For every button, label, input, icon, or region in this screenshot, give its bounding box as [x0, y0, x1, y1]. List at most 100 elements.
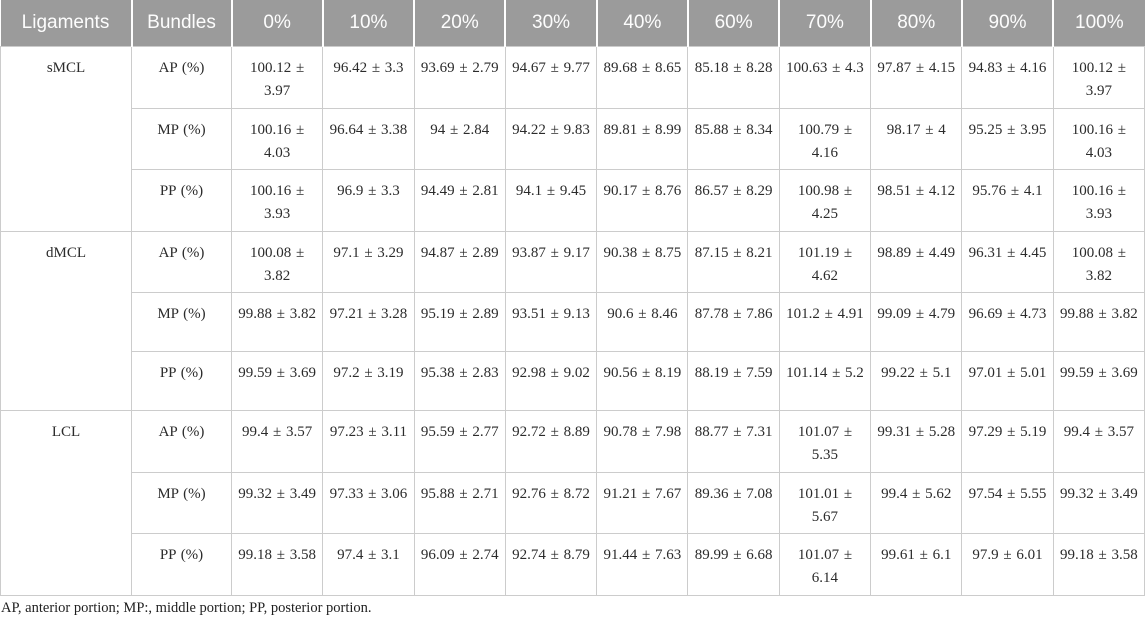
value-cell: 89.99 ± 6.68 — [687, 533, 780, 596]
value-cell: 100.16 ± 4.03 — [1052, 107, 1145, 170]
ligament-cell-smcl: sMCL — [0, 46, 132, 232]
value-cell: 94.87 ± 2.89 — [413, 230, 506, 293]
value-cell: 100.63 ± 4.3 — [778, 46, 872, 109]
value-cell: 89.36 ± 7.08 — [687, 471, 780, 534]
value-cell: 101.01 ± 5.67 — [778, 471, 872, 534]
value-cell: 99.32 ± 3.49 — [1052, 471, 1145, 534]
value-cell: 99.32 ± 3.49 — [230, 471, 324, 534]
table-row: MP (%) 99.32 ± 3.49 97.33 ± 3.06 95.88 ± 2.… — [1, 471, 1145, 534]
column-header-90: 90% — [960, 0, 1054, 47]
value-cell: 94 ± 2.84 — [413, 107, 506, 170]
value-cell: 95.59 ± 2.77 — [413, 410, 506, 473]
value-cell: 100.16 ± 4.03 — [230, 107, 324, 170]
bundle-cell: MP (%) — [131, 471, 232, 534]
value-cell: 86.57 ± 8.29 — [687, 169, 780, 232]
table-row: MP (%) 99.88 ± 3.82 97.21 ± 3.28 95.19 ± 2.… — [1, 292, 1145, 352]
value-cell: 101.19 ± 4.62 — [778, 230, 872, 293]
value-cell: 99.4 ± 3.57 — [230, 410, 324, 473]
value-cell: 96.9 ± 3.3 — [322, 169, 415, 232]
value-cell: 94.67 ± 9.77 — [504, 46, 598, 109]
value-cell: 92.76 ± 8.72 — [504, 471, 598, 534]
value-cell: 87.78 ± 7.86 — [687, 292, 780, 352]
value-cell: 99.09 ± 4.79 — [870, 292, 963, 352]
column-header-0: 0% — [230, 0, 323, 47]
value-cell: 94.22 ± 9.83 — [504, 107, 598, 170]
value-cell: 97.54 ± 5.55 — [961, 471, 1054, 534]
bundle-cell: PP (%) — [131, 533, 232, 596]
value-cell: 101.2 ± 4.91 — [778, 292, 872, 352]
value-cell: 99.59 ± 3.69 — [230, 351, 324, 411]
value-cell: 98.51 ± 4.12 — [870, 169, 963, 232]
value-cell: 99.18 ± 3.58 — [1052, 533, 1145, 596]
bundle-cell: PP (%) — [131, 351, 232, 411]
column-header-bundles: Bundles — [130, 0, 232, 47]
value-cell: 91.44 ± 7.63 — [596, 533, 689, 596]
value-cell: 97.29 ± 5.19 — [961, 410, 1054, 473]
column-header-ligaments: Ligaments — [0, 0, 132, 47]
table-row: PP (%) 99.18 ± 3.58 97.4 ± 3.1 96.09 ± 2.74… — [1, 533, 1145, 596]
table-row: LCL AP (%) 99.4 ± 3.57 97.23 ± 3.11 95.59 ± … — [0, 410, 1145, 596]
value-cell: 93.69 ± 2.79 — [413, 46, 506, 109]
value-cell: 101.07 ± 6.14 — [778, 533, 872, 596]
column-header-80: 80% — [869, 0, 962, 47]
value-cell: 99.31 ± 5.28 — [870, 410, 963, 473]
value-cell: 90.6 ± 8.46 — [596, 292, 689, 352]
bundle-cell: AP (%) — [131, 230, 232, 293]
value-cell: 90.78 ± 7.98 — [596, 410, 689, 473]
table-row: MP (%) 100.16 ± 4.03 96.64 ± 3.38 94 ± 2.84… — [1, 107, 1145, 170]
value-cell: 100.08 ± 3.82 — [1052, 230, 1145, 293]
value-cell: 85.88 ± 8.34 — [687, 107, 780, 170]
value-cell: 90.38 ± 8.75 — [596, 230, 689, 293]
value-cell: 99.88 ± 3.82 — [1052, 292, 1145, 352]
value-cell: 96.64 ± 3.38 — [322, 107, 415, 170]
value-cell: 98.89 ± 4.49 — [870, 230, 963, 293]
value-cell: 88.19 ± 7.59 — [687, 351, 780, 411]
value-cell: 95.25 ± 3.95 — [961, 107, 1054, 170]
bundle-cell: MP (%) — [131, 107, 232, 170]
value-cell: 93.51 ± 9.13 — [504, 292, 598, 352]
value-cell: 100.98 ± 4.25 — [778, 169, 872, 232]
value-cell: 99.59 ± 3.69 — [1052, 351, 1145, 411]
value-cell: 88.77 ± 7.31 — [687, 410, 780, 473]
bundle-cell: PP (%) — [131, 169, 232, 232]
bundle-cell: AP (%) — [131, 410, 232, 473]
column-header-30: 30% — [504, 0, 597, 47]
value-cell: 90.17 ± 8.76 — [596, 169, 689, 232]
ligament-cell-dmcl: dMCL — [0, 230, 132, 411]
value-cell: 100.08 ± 3.82 — [230, 230, 324, 293]
value-cell: 93.87 ± 9.17 — [504, 230, 598, 293]
value-cell: 99.22 ± 5.1 — [870, 351, 963, 411]
table-body: sMCL AP (%) 100.12 ± 3.97 96.42 ± 3.3 93.69 … — [0, 46, 1145, 596]
value-cell: 100.16 ± 3.93 — [230, 169, 324, 232]
bundle-cell: AP (%) — [131, 46, 232, 109]
value-cell: 95.88 ± 2.71 — [413, 471, 506, 534]
value-cell: 97.2 ± 3.19 — [322, 351, 415, 411]
value-cell: 90.56 ± 8.19 — [596, 351, 689, 411]
value-cell: 99.61 ± 6.1 — [870, 533, 963, 596]
value-cell: 89.68 ± 8.65 — [596, 46, 689, 109]
value-cell: 97.4 ± 3.1 — [322, 533, 415, 596]
value-cell: 92.98 ± 9.02 — [504, 351, 598, 411]
table-row: PP (%) 100.16 ± 3.93 96.9 ± 3.3 94.49 ± 2.8… — [1, 169, 1145, 232]
value-cell: 95.19 ± 2.89 — [413, 292, 506, 352]
value-cell: 85.18 ± 8.28 — [687, 46, 780, 109]
value-cell: 97.9 ± 6.01 — [961, 533, 1054, 596]
value-cell: 95.38 ± 2.83 — [413, 351, 506, 411]
value-cell: 97.21 ± 3.28 — [322, 292, 415, 352]
value-cell: 100.16 ± 3.93 — [1052, 169, 1145, 232]
column-header-100: 100% — [1052, 0, 1145, 47]
value-cell: 94.49 ± 2.81 — [413, 169, 506, 232]
value-cell: 100.12 ± 3.97 — [1052, 46, 1145, 109]
table-row: dMCL AP (%) 100.08 ± 3.82 97.1 ± 3.29 94.87 … — [0, 230, 1145, 411]
value-cell: 87.15 ± 8.21 — [687, 230, 780, 293]
bundle-cell: MP (%) — [131, 292, 232, 352]
value-cell: 96.09 ± 2.74 — [413, 533, 506, 596]
ligament-strain-table: Ligaments Bundles 0% 10% 20% 30% 40% 60% 70% 80% 9… — [0, 0, 1145, 596]
value-cell: 101.14 ± 5.2 — [778, 351, 872, 411]
value-cell: 94.1 ± 9.45 — [504, 169, 598, 232]
value-cell: 96.69 ± 4.73 — [961, 292, 1054, 352]
table-row: sMCL AP (%) 100.12 ± 3.97 96.42 ± 3.3 93.69 … — [0, 46, 1145, 232]
value-cell: 96.31 ± 4.45 — [961, 230, 1054, 293]
ligament-cell-lcl: LCL — [0, 410, 132, 596]
